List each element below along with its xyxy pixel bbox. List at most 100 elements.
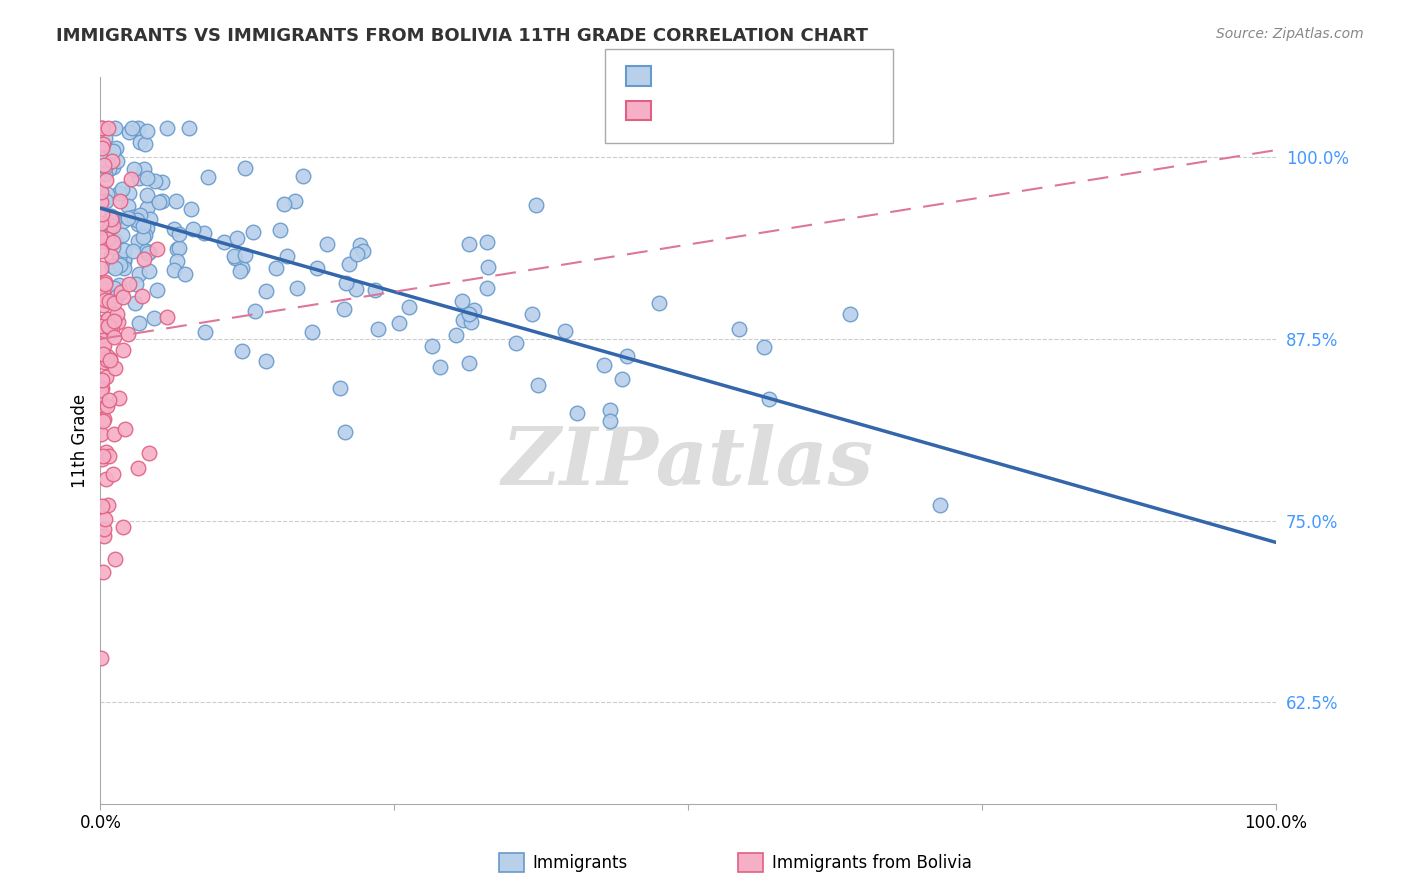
Point — [107, 314, 129, 328]
Point — [91, 565, 114, 579]
Point — [97, 312, 120, 326]
Point — [292, 169, 315, 183]
Point — [231, 344, 253, 359]
Point — [524, 197, 547, 211]
Point — [335, 276, 357, 290]
Point — [103, 314, 125, 328]
Point — [94, 277, 117, 291]
Point — [758, 392, 780, 407]
Point — [754, 340, 776, 354]
Point — [838, 307, 860, 321]
Point — [96, 187, 118, 202]
Point — [94, 275, 117, 289]
Point — [136, 246, 159, 260]
Point — [97, 498, 120, 512]
Point — [135, 201, 157, 215]
Point — [132, 252, 155, 267]
Point — [128, 316, 150, 330]
Point — [94, 472, 117, 486]
Point — [104, 360, 127, 375]
Point — [108, 258, 131, 272]
Point — [163, 221, 186, 235]
Point — [254, 354, 277, 368]
Point — [316, 236, 339, 251]
Point — [344, 282, 367, 296]
Point — [93, 399, 115, 413]
Point — [197, 169, 219, 184]
Point — [101, 160, 124, 174]
Point — [93, 338, 115, 352]
Point — [245, 304, 267, 318]
Point — [103, 213, 125, 227]
Point — [352, 244, 374, 258]
Point — [285, 280, 308, 294]
Point — [112, 254, 135, 268]
Point — [121, 121, 143, 136]
Point — [96, 445, 118, 459]
Point — [127, 218, 149, 232]
Point — [101, 322, 124, 336]
Point — [125, 277, 148, 292]
Point — [163, 262, 186, 277]
Point — [105, 289, 128, 303]
Point — [150, 194, 173, 208]
Point — [108, 252, 131, 266]
Point — [98, 293, 121, 308]
Point — [398, 300, 420, 314]
Point — [104, 552, 127, 566]
Point — [94, 194, 117, 209]
Point — [111, 290, 134, 304]
Point — [225, 231, 247, 245]
Point — [128, 171, 150, 186]
Point — [135, 221, 157, 235]
Point — [520, 307, 543, 321]
Point — [565, 407, 588, 421]
Point — [233, 161, 256, 176]
Point — [269, 222, 291, 236]
Text: 158: 158 — [811, 70, 846, 87]
Point — [329, 381, 352, 395]
Point — [477, 260, 499, 274]
Point — [117, 327, 139, 342]
Point — [101, 240, 124, 254]
Point — [117, 125, 139, 139]
Point — [93, 323, 115, 337]
Point — [104, 141, 127, 155]
Point — [242, 226, 264, 240]
Point — [727, 322, 749, 336]
Point — [91, 153, 114, 167]
Point — [98, 392, 121, 407]
Point — [101, 145, 124, 159]
Point — [616, 349, 638, 363]
Point — [132, 229, 155, 244]
Point — [103, 235, 125, 250]
Point — [89, 229, 111, 244]
Point — [118, 186, 141, 200]
Point — [148, 195, 170, 210]
Point — [90, 186, 112, 200]
Point — [111, 227, 134, 242]
Point — [463, 303, 485, 318]
Point — [422, 339, 444, 353]
Point — [156, 310, 179, 325]
Y-axis label: 11th Grade: 11th Grade — [72, 393, 89, 488]
Point — [120, 172, 142, 186]
Point — [93, 412, 115, 426]
Point — [127, 213, 149, 227]
Point — [90, 650, 112, 665]
Text: N =: N = — [772, 70, 808, 87]
Point — [222, 249, 245, 263]
Text: Immigrants from Bolivia: Immigrants from Bolivia — [772, 854, 972, 871]
Point — [276, 249, 298, 263]
Point — [108, 391, 131, 405]
Point — [333, 301, 356, 316]
Point — [91, 207, 114, 221]
Point — [90, 499, 112, 513]
Point — [91, 347, 114, 361]
Point — [91, 298, 114, 312]
Point — [103, 295, 125, 310]
Point — [131, 289, 153, 303]
Point — [150, 175, 173, 189]
Point — [90, 216, 112, 230]
Point — [91, 452, 114, 467]
